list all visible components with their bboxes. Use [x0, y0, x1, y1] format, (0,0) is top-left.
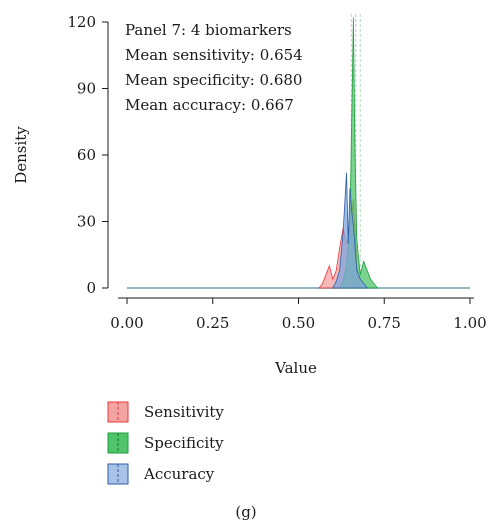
- y-axis-title: Density: [12, 126, 30, 184]
- annotation-mean-sensitivity: Mean sensitivity: 0.654: [125, 46, 303, 64]
- y-ticks: 0 30 60 90 120: [67, 13, 108, 297]
- density-area-accuracy: [332, 172, 368, 289]
- annotation-mean-specificity: Mean specificity: 0.680: [125, 71, 302, 89]
- x-tick-label: 0.50: [282, 314, 315, 332]
- legend-item-accuracy: Accuracy: [107, 463, 215, 485]
- y-tick-label: 120: [67, 13, 96, 31]
- legend-item-sensitivity: Sensitivity: [107, 401, 224, 423]
- legend-label-accuracy: Accuracy: [143, 465, 215, 483]
- x-tick-label: 0.25: [196, 314, 229, 332]
- y-tick-label: 30: [77, 213, 96, 231]
- legend: Sensitivity Specificity Accuracy: [107, 401, 224, 485]
- annotation-panel: Panel 7: 4 biomarkers: [125, 21, 292, 39]
- x-tick-label: 0.75: [368, 314, 401, 332]
- legend-label-specificity: Specificity: [144, 434, 224, 452]
- y-tick-label: 90: [77, 80, 96, 98]
- y-tick-label: 0: [86, 279, 96, 297]
- x-tick-label: 0.00: [110, 314, 143, 332]
- figure-caption: (g): [235, 503, 256, 521]
- x-ticks: 0.00 0.25 0.50 0.75 1.00: [110, 298, 487, 332]
- annotation-mean-accuracy: Mean accuracy: 0.667: [125, 96, 294, 114]
- legend-item-specificity: Specificity: [107, 432, 224, 454]
- plot-area: [127, 14, 470, 289]
- y-tick-label: 60: [77, 146, 96, 164]
- legend-label-sensitivity: Sensitivity: [144, 403, 224, 421]
- x-tick-label: 1.00: [453, 314, 486, 332]
- x-axis-title: Value: [274, 359, 317, 377]
